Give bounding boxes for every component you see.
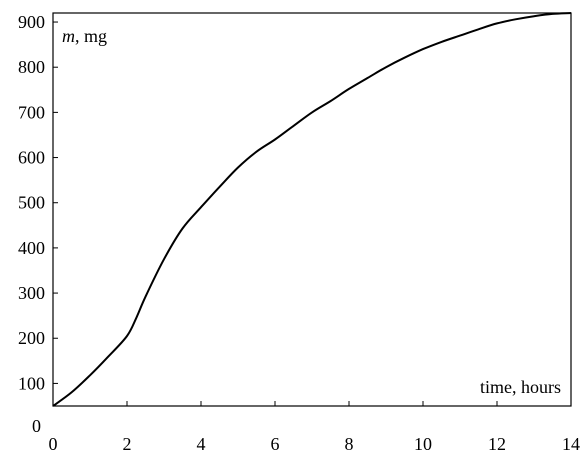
y-tick-label: 800 (18, 57, 45, 77)
y-tick-label: 400 (18, 238, 45, 258)
x-axis-title: time, hours (480, 377, 561, 397)
x-tick-label: 2 (123, 434, 132, 454)
plot-frame (52, 12, 572, 407)
x-tick-label: 4 (197, 434, 206, 454)
x-tick-label: 6 (271, 434, 280, 454)
x-axis-ticks: 0 2 4 6 8 10 12 14 (49, 401, 580, 454)
y-tick-label: 600 (18, 148, 45, 168)
y-axis-unit: , mg (75, 26, 107, 46)
x-tick-label: 10 (414, 434, 432, 454)
y-axis-title: m, mg (62, 26, 107, 46)
y-tick-label: 500 (18, 193, 45, 213)
y-tick-label: 900 (18, 12, 45, 32)
y-axis-ticks: 100 200 300 400 500 600 700 800 900 (18, 12, 58, 393)
x-tick-label: 12 (488, 434, 506, 454)
y-zero-label: 0 (32, 416, 41, 436)
y-tick-label: 700 (18, 102, 45, 122)
x-tick-label: 14 (562, 434, 580, 454)
x-tick-label: 8 (345, 434, 354, 454)
y-tick-label: 100 (18, 373, 45, 393)
x-tick-label: 0 (49, 434, 58, 454)
y-tick-label: 200 (18, 328, 45, 348)
y-axis-variable: m (62, 26, 75, 46)
series-line (52, 12, 572, 407)
y-tick-label: 300 (18, 283, 45, 303)
